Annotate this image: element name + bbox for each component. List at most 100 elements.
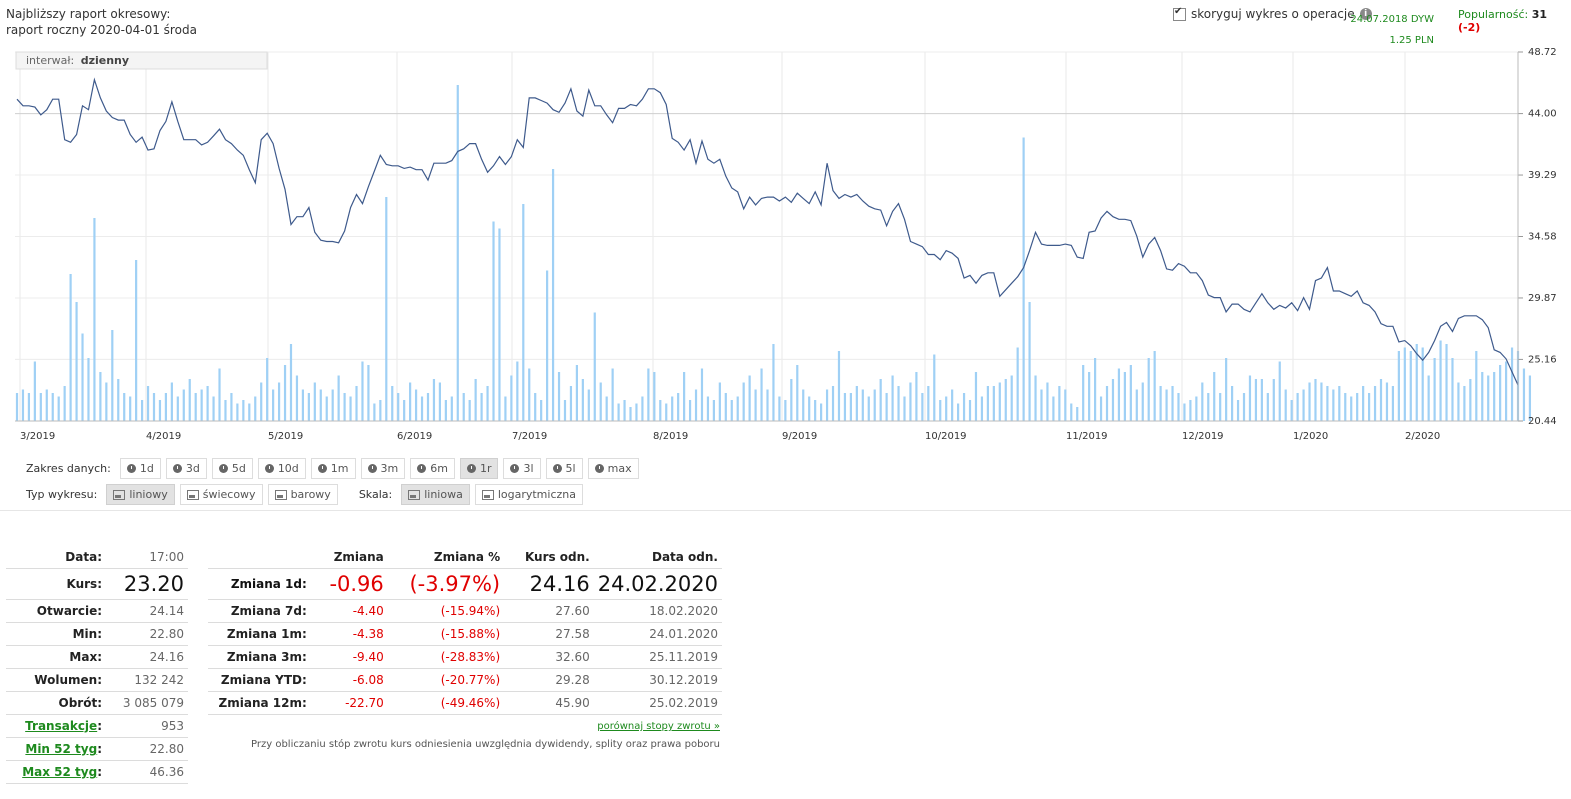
volume-bar xyxy=(21,389,25,421)
ref-date: 18.02.2020 xyxy=(593,599,722,623)
volume-bar xyxy=(1129,365,1132,421)
volume-bar xyxy=(635,403,638,421)
volume-bar xyxy=(188,379,191,421)
adjust-checkbox[interactable] xyxy=(1173,6,1186,21)
volume-bar xyxy=(313,382,316,421)
change-value: -4.40 xyxy=(310,599,388,623)
change-label: Zmiana 7d: xyxy=(208,599,311,623)
chart-type-button-wiecowy[interactable]: świecowy xyxy=(179,484,263,505)
change-pct: (-28.83%) xyxy=(387,645,505,669)
volume-bar xyxy=(1338,386,1341,421)
volume-bar xyxy=(248,403,251,421)
volume-bar xyxy=(367,365,370,421)
volume-bar xyxy=(409,382,412,421)
quote-link-transakcje[interactable]: Transakcje xyxy=(25,719,98,733)
volume-bar xyxy=(462,393,465,421)
volume-bar xyxy=(1350,396,1353,421)
volume-bar xyxy=(605,396,608,421)
next-report-value: raport roczny 2020-04-01 środa xyxy=(6,23,197,37)
scale-button-liniowa[interactable]: liniowa xyxy=(401,484,470,505)
volume-bar xyxy=(385,197,388,421)
volume-bar xyxy=(855,386,858,421)
volume-bar xyxy=(647,368,650,421)
volume-bar xyxy=(450,396,453,421)
clock-icon xyxy=(367,464,377,473)
volume-bar xyxy=(1064,389,1067,421)
type-label: Typ wykresu: xyxy=(26,488,98,501)
range-button-3l[interactable]: 3l xyxy=(503,458,541,479)
volume-bar xyxy=(980,396,984,421)
chart-type-button-barowy[interactable]: barowy xyxy=(267,484,338,505)
scale-button-logarytmiczna[interactable]: logarytmiczna xyxy=(474,484,583,505)
volume-bar xyxy=(831,386,835,421)
volume-bar xyxy=(254,396,257,421)
range-button-6m[interactable]: 6m xyxy=(410,458,455,479)
volume-bar xyxy=(1344,393,1347,421)
volume-bar xyxy=(557,372,561,421)
volume-bar xyxy=(1385,382,1389,421)
range-button-5d[interactable]: 5d xyxy=(211,458,253,479)
ref-date: 24.02.2020 xyxy=(593,568,722,600)
compare-returns-link[interactable]: porównaj stopy zwrotu » xyxy=(597,721,720,732)
scale-buttons: liniowa logarytmiczna xyxy=(401,484,583,505)
range-button-1m[interactable]: 1m xyxy=(310,458,356,479)
quote-link-min-52-tyg[interactable]: Min 52 tyg xyxy=(25,742,98,756)
volume-bar xyxy=(57,396,60,421)
next-report-label: Najbliższy raport okresowy: xyxy=(6,7,171,21)
volume-bar xyxy=(63,386,66,421)
volume-bar xyxy=(1111,379,1115,421)
volume-bar xyxy=(1522,368,1526,421)
volume-bar xyxy=(266,358,269,421)
range-button-5l[interactable]: 5l xyxy=(545,458,583,479)
range-button-1d[interactable]: 1d xyxy=(119,458,161,479)
volume-bar xyxy=(349,396,352,421)
volume-bar xyxy=(1457,382,1460,421)
volume-bar xyxy=(1219,393,1222,421)
volume-bar xyxy=(438,382,442,421)
volume-bar xyxy=(444,400,447,421)
volume-bar xyxy=(724,393,727,421)
volume-bar xyxy=(111,330,114,421)
quote-link-max-52-tyg[interactable]: Max 52 tyg xyxy=(22,765,98,779)
volume-bar xyxy=(105,382,108,421)
volume-bar xyxy=(1504,361,1508,421)
chart-type-button-label: liniowy xyxy=(129,488,168,501)
range-button-3d[interactable]: 3d xyxy=(165,458,207,479)
info-icon[interactable]: i xyxy=(1359,8,1372,20)
volume-bar xyxy=(27,393,31,421)
volume-bar xyxy=(355,386,358,421)
volume-bar xyxy=(194,393,197,421)
volume-bar xyxy=(1004,379,1007,421)
range-button-3m[interactable]: 3m xyxy=(360,458,406,479)
volume-bar xyxy=(1308,382,1311,421)
range-button-label: 3m xyxy=(380,462,399,475)
volume-bar xyxy=(319,389,322,421)
adjust-chart-option[interactable]: skoryguj wykres o operacje i xyxy=(1173,6,1372,21)
volume-bar xyxy=(1147,358,1150,421)
volume-bar xyxy=(1159,386,1162,421)
volume-bar xyxy=(99,372,102,421)
volume-bar xyxy=(307,393,310,421)
range-controls: Zakres danych: 1d 3d 5d 10d 1m 3m 6m 1r 3l 5l max xyxy=(26,458,639,479)
volume-bar xyxy=(575,365,578,421)
volume-bar xyxy=(1415,344,1418,421)
range-button-10d[interactable]: 10d xyxy=(257,458,306,479)
volume-bar xyxy=(1117,368,1121,421)
adjust-label[interactable]: skoryguj wykres o operacje xyxy=(1191,7,1355,21)
volume-bar xyxy=(1362,386,1365,421)
ref-date: 25.11.2019 xyxy=(593,645,722,669)
price-chart[interactable]: 3/2019 4/2019 5/2019 6/2019 7/2019 8/2019 9/20… xyxy=(0,40,1571,445)
volume-bar xyxy=(87,358,90,421)
volume-bar xyxy=(516,361,519,421)
range-button-max[interactable]: max xyxy=(587,458,639,479)
volume-bar xyxy=(730,400,733,421)
volume-bar xyxy=(1040,389,1043,421)
chart-type-button-liniowy[interactable]: liniowy xyxy=(106,484,175,505)
quote-value: 3 085 079 xyxy=(112,691,188,715)
range-button-1r[interactable]: 1r xyxy=(459,458,499,479)
next-report-info: Najbliższy raport okresowy: raport roczn… xyxy=(6,6,197,38)
volume-bar xyxy=(218,368,221,421)
price-line xyxy=(16,77,1519,386)
clock-icon xyxy=(172,464,182,473)
volume-bar xyxy=(563,400,567,421)
